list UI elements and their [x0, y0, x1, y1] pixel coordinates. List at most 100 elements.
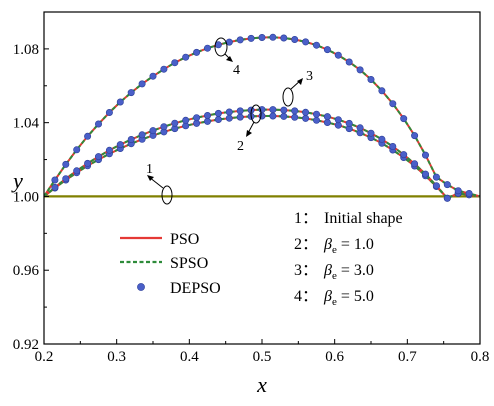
- depso-point-case-3: [302, 108, 310, 116]
- y-tick-label: 1.04: [13, 116, 40, 132]
- legend-item-pso: PSO: [120, 231, 199, 248]
- depso-point-case-4: [62, 160, 70, 168]
- legend-label-depso: DEPSO: [170, 280, 221, 297]
- depso-point-case-3: [116, 141, 124, 149]
- depso-point-case-3: [204, 112, 212, 120]
- depso-point-case-4: [105, 109, 113, 117]
- annotation-2: 2: [237, 104, 262, 154]
- x-tick-label: 0.3: [107, 349, 126, 365]
- plot-frame: [43, 11, 481, 345]
- case-2-number: 2：: [294, 236, 318, 253]
- depso-point-case-3: [345, 119, 353, 127]
- depso-point-case-4: [291, 35, 299, 43]
- depso-point-case-4: [193, 48, 201, 56]
- legend-swatch-depso: [137, 283, 145, 291]
- plot-area: [44, 33, 480, 202]
- depso-point-case-2: [302, 114, 310, 122]
- x-tick-label: 0.7: [398, 349, 417, 365]
- depso-point-case-3: [236, 107, 244, 115]
- annotation-1-ellipse: [161, 185, 173, 205]
- annotation-4-arrowhead: [226, 56, 233, 62]
- depso-point-case-4: [247, 34, 255, 42]
- annotation-2-ellipse: [250, 104, 262, 124]
- x-axis: 0.2 0.3 0.4 0.5 0.6 0.7 0.8: [35, 339, 490, 365]
- depso-point-case-2: [323, 119, 331, 127]
- depso-point-case-4: [345, 58, 353, 66]
- depso-point-case-4: [160, 65, 168, 73]
- x-tick-label: 0.8: [471, 349, 490, 365]
- case-4: 4： βe = 5.0: [294, 288, 374, 308]
- case-3-beta: β: [323, 262, 332, 279]
- depso-point-case-2: [204, 117, 212, 125]
- depso-point-case-2: [312, 116, 320, 124]
- case-4-number: 4：: [294, 288, 318, 305]
- case-4-beta: β: [323, 288, 332, 305]
- depso-point-case-3: [389, 143, 397, 151]
- case-4-subscript: e: [332, 296, 337, 308]
- depso-point-case-4: [378, 87, 386, 95]
- depso-point-case-3: [149, 127, 157, 135]
- annotation-2-arrowhead: [246, 130, 252, 137]
- depso-point-case-4: [182, 53, 190, 61]
- x-tick-label: 0.4: [180, 349, 199, 365]
- case-list: 1： Initial shape 2： βe = 1.0 3： βe = 3.0 4：…: [294, 210, 403, 308]
- depso-point-case-3: [138, 131, 146, 139]
- depso-point-case-4: [312, 41, 320, 49]
- depso-point-case-4: [51, 176, 59, 184]
- annotation-3-ellipse: [282, 87, 294, 107]
- case-2: 2： βe = 1.0: [294, 236, 374, 256]
- depso-point-case-3: [334, 116, 342, 124]
- annotation-1-arrowhead: [147, 175, 154, 181]
- depso-point-case-3: [269, 106, 277, 114]
- case-3: 3： βe = 3.0: [294, 262, 374, 282]
- depso-point-case-4: [258, 33, 266, 41]
- depso-point-case-4: [421, 151, 429, 159]
- depso-point-case-4: [432, 173, 440, 181]
- depso-point-case-4: [356, 66, 364, 74]
- depso-point-case-2: [269, 112, 277, 120]
- depso-point-case-4: [334, 51, 342, 59]
- annotation-2-label: 2: [237, 139, 244, 154]
- depso-point-case-4: [302, 38, 310, 46]
- depso-point-case-4: [367, 76, 375, 84]
- depso-point-case-4: [443, 181, 451, 189]
- depso-point-case-3: [323, 113, 331, 121]
- depso-point-case-3: [291, 107, 299, 115]
- depso-point-case-4: [73, 146, 81, 154]
- depso-point-case-4: [149, 72, 157, 80]
- depso-point-case-3: [225, 108, 233, 116]
- depso-point-case-2: [291, 113, 299, 121]
- y-tick-label: 1.08: [13, 42, 39, 58]
- case-1-label: Initial shape: [324, 210, 403, 227]
- depso-point-case-3: [62, 175, 70, 183]
- x-tick-label: 0.5: [253, 349, 272, 365]
- depso-point-case-3: [400, 151, 408, 159]
- depso-point-case-4: [389, 100, 397, 108]
- case-3-number: 3：: [294, 262, 318, 279]
- legend-label-spso: SPSO: [170, 255, 208, 272]
- series-layer: [44, 33, 480, 202]
- legend-item-depso: DEPSO: [137, 280, 221, 297]
- depso-point-case-3: [367, 129, 375, 137]
- depso-point-case-3: [105, 146, 113, 154]
- annotation-1-label: 1: [146, 162, 153, 177]
- depso-point-case-3: [171, 119, 179, 127]
- y-tick-label: 0.96: [13, 263, 40, 279]
- depso-point-case-4: [84, 132, 92, 140]
- depso-point-case-4: [138, 80, 146, 88]
- depso-point-case-2: [214, 116, 222, 124]
- depso-point-case-3: [51, 183, 59, 191]
- depso-point-case-3: [421, 170, 429, 178]
- y-axis-title: y: [11, 168, 23, 193]
- case-1-number: 1：: [294, 210, 318, 227]
- depso-point-case-4: [400, 115, 408, 123]
- depso-point-case-3: [378, 135, 386, 143]
- annotation-4: 4: [214, 37, 240, 78]
- depso-point-case-2: [258, 112, 266, 120]
- depso-point-case-3: [95, 153, 103, 161]
- annotation-4-ellipse: [214, 37, 228, 57]
- annotation-4-label: 4: [233, 63, 240, 78]
- depso-point-case-4: [280, 34, 288, 42]
- case-3-value: = 3.0: [337, 262, 374, 279]
